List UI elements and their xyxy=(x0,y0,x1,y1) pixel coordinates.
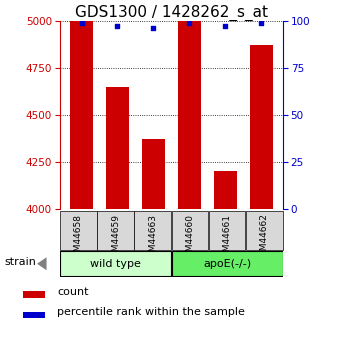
FancyBboxPatch shape xyxy=(209,211,246,250)
FancyBboxPatch shape xyxy=(134,211,171,250)
Text: GSM44663: GSM44663 xyxy=(148,214,157,263)
Bar xyxy=(23,291,45,297)
Title: GDS1300 / 1428262_s_at: GDS1300 / 1428262_s_at xyxy=(75,4,268,21)
Text: GSM44658: GSM44658 xyxy=(74,214,83,263)
FancyBboxPatch shape xyxy=(97,211,134,250)
Bar xyxy=(106,87,129,209)
FancyBboxPatch shape xyxy=(60,211,97,250)
FancyBboxPatch shape xyxy=(60,251,171,276)
Point xyxy=(223,23,228,29)
Polygon shape xyxy=(37,257,46,270)
Bar xyxy=(178,21,201,209)
Text: GSM44661: GSM44661 xyxy=(223,214,232,263)
Point xyxy=(151,26,156,31)
FancyBboxPatch shape xyxy=(172,211,208,250)
Text: GSM44660: GSM44660 xyxy=(186,214,194,263)
Text: percentile rank within the sample: percentile rank within the sample xyxy=(57,307,245,317)
Text: GSM44662: GSM44662 xyxy=(260,214,269,263)
Bar xyxy=(142,139,165,209)
Text: count: count xyxy=(57,287,88,297)
Text: wild type: wild type xyxy=(90,259,141,269)
Point xyxy=(258,20,264,25)
Point xyxy=(187,20,192,25)
Text: apoE(-/-): apoE(-/-) xyxy=(203,259,251,269)
Text: GSM44659: GSM44659 xyxy=(111,214,120,263)
Bar xyxy=(250,45,273,209)
FancyBboxPatch shape xyxy=(246,211,283,250)
Bar xyxy=(213,171,237,209)
Point xyxy=(115,23,120,29)
Point xyxy=(79,20,84,25)
Bar xyxy=(23,312,45,318)
FancyBboxPatch shape xyxy=(172,251,283,276)
Text: strain: strain xyxy=(5,257,36,267)
Bar xyxy=(70,21,93,209)
